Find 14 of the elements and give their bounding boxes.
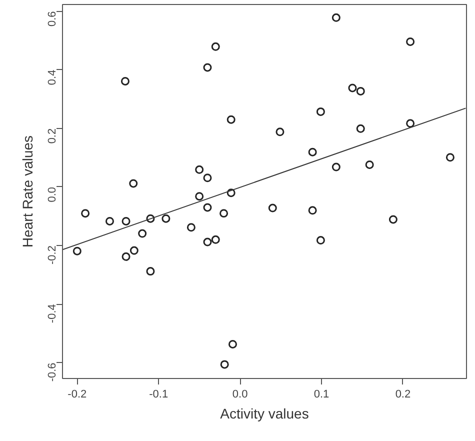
y-tick-label: 0.2: [46, 128, 58, 144]
y-tick-label: 0.4: [46, 70, 58, 86]
x-axis-title: Activity values: [220, 406, 309, 422]
y-tick-label: -0.2: [46, 246, 58, 264]
x-tick-label: 0.1: [314, 388, 330, 400]
y-tick-label: -0.6: [46, 362, 58, 382]
x-tick-label: -0.2: [68, 388, 87, 400]
x-tick-label: 0.2: [395, 388, 411, 400]
x-tick-label: 0.0: [232, 388, 248, 400]
x-tick-label: -0.1: [149, 388, 168, 400]
y-tick-label: -0.4: [46, 304, 58, 324]
y-tick-label: 0.6: [46, 11, 58, 27]
y-tick-label: 0.0: [46, 186, 58, 202]
y-axis-title: Heart Rate values: [20, 135, 36, 248]
